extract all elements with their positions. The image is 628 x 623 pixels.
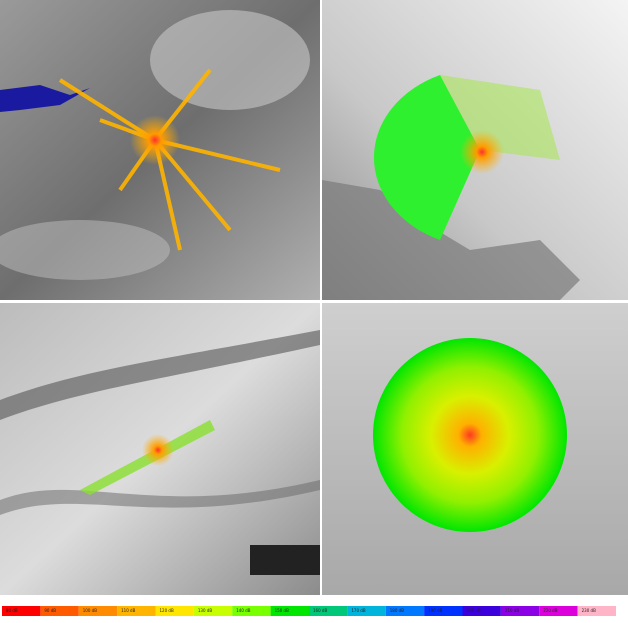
legend-swatch — [193, 606, 233, 616]
legend-swatch — [500, 606, 540, 616]
legend-label: 160 dB — [313, 608, 327, 613]
legend-label: 150 dB — [275, 608, 289, 613]
map-bottom-right — [322, 303, 628, 595]
legend-swatch — [577, 606, 616, 616]
legend-label: 120 dB — [160, 608, 174, 613]
legend-swatch — [347, 606, 386, 616]
legend-swatch — [309, 606, 348, 616]
legend-label: 110 dB — [121, 608, 135, 613]
legend-label: 210 dB — [505, 608, 519, 613]
legend-swatch — [385, 606, 425, 616]
legend-label: 100 dB — [83, 608, 97, 613]
legend: 80 dB 90 dB 100 dB 110 dB 120 dB 130 dB 140 dB… — [2, 606, 616, 616]
legend-label: 130 dB — [198, 608, 212, 613]
legend-label: 220 dB — [543, 608, 557, 613]
legend-swatch — [270, 606, 309, 616]
map-top-left — [0, 0, 320, 300]
legend-label: 230 dB — [582, 608, 596, 613]
legend-swatch — [2, 606, 41, 616]
legend-swatch — [117, 606, 156, 616]
legend-swatch — [40, 606, 79, 616]
legend-label: 140 dB — [236, 608, 250, 613]
legend-swatch — [462, 606, 501, 616]
legend-swatch — [232, 606, 271, 616]
legend-swatch — [155, 606, 194, 616]
legend-label: 90 dB — [44, 608, 56, 613]
legend-swatch — [78, 606, 118, 616]
legend-swatch — [539, 606, 578, 616]
legend-swatch — [424, 606, 463, 616]
legend-label: 190 dB — [428, 608, 442, 613]
legend-label: 80 dB — [6, 608, 18, 613]
map-top-right — [322, 0, 628, 300]
map-bottom-left — [0, 303, 320, 595]
legend-label: 170 dB — [351, 608, 365, 613]
legend-label: 180 dB — [390, 608, 404, 613]
legend-label: 200 dB — [467, 608, 481, 613]
